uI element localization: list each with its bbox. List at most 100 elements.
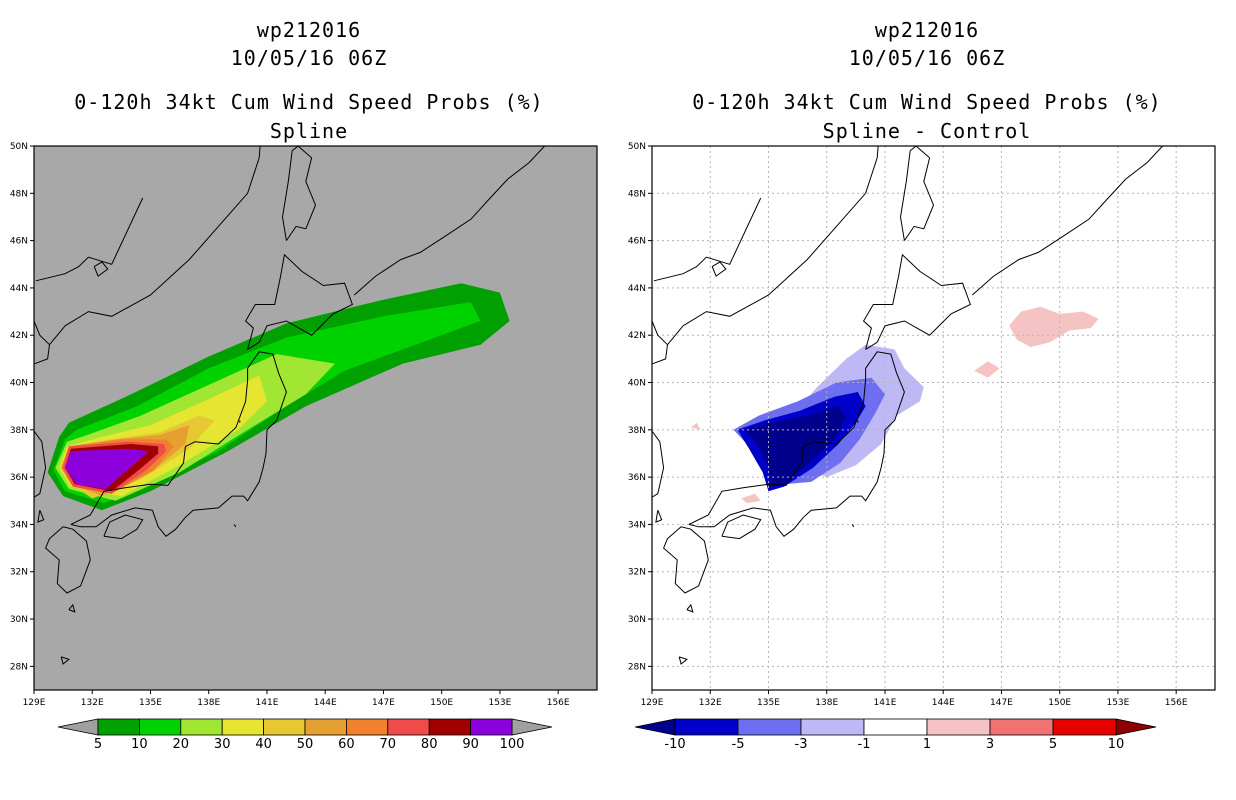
lon-tick-label: 132E: [81, 698, 104, 708]
coastline: [652, 325, 684, 498]
coastline: [34, 320, 50, 346]
coastline: [971, 146, 1163, 296]
map-background: [652, 146, 1215, 690]
lon-tick-label: 132E: [699, 698, 722, 708]
panel-subtitle: Spline: [269, 119, 349, 143]
lon-tick-label: 144E: [314, 698, 337, 708]
positive-diff-band: [974, 361, 1000, 378]
colorbar-swatch: [345, 718, 389, 736]
product-title: 0-120h 34kt Cum Wind Speed Probs (%): [692, 90, 1162, 114]
colorbar-swatch: [180, 718, 223, 736]
colorbar-swatch: [1052, 718, 1117, 736]
coastline: [688, 351, 905, 537]
coastline: [652, 320, 668, 346]
lat-tick-label: 30N: [10, 615, 28, 625]
colorbar-label: 3: [986, 737, 994, 752]
lat-tick-label: 36N: [628, 473, 646, 483]
lon-tick-label: 135E: [757, 698, 780, 708]
right-panel: wp212016 10/05/16 06Z 0-120h 34kt Cum Wi…: [618, 0, 1236, 800]
colorbar-swatch: [863, 718, 928, 736]
coastline: [862, 253, 972, 350]
prob-contour-band: [65, 448, 149, 489]
colorbar-label: -1: [858, 737, 871, 752]
coastline: [64, 146, 261, 327]
datetime: 10/05/16 06Z: [230, 46, 388, 70]
positive-diff-band: [741, 493, 761, 504]
colorbar-swatch: [470, 718, 513, 736]
lat-tick-label: 40N: [628, 379, 646, 389]
colorbar-label: 1: [923, 737, 931, 752]
coastline: [281, 146, 317, 241]
lat-tick-label: 46N: [10, 237, 28, 247]
coastline: [686, 603, 694, 613]
lat-tick-label: 36N: [10, 473, 28, 483]
map-left: 129E 132E 135E 138E 141E 144E 147E 150E 153E 156E…: [10, 142, 598, 752]
colorbar-swatch: [387, 718, 430, 736]
coastline: [45, 526, 91, 594]
lat-tick-label: 44N: [10, 284, 28, 294]
colorbar-swatch: [263, 718, 306, 736]
colorbar-label: 80: [421, 737, 438, 752]
coastline: [655, 510, 663, 523]
coastline: [93, 261, 109, 277]
lon-tick-label: 138E: [815, 698, 838, 708]
coastline: [353, 146, 545, 296]
colorbar-swatch: [800, 718, 865, 736]
storm-id: wp212016: [874, 18, 980, 42]
lon-tick-label: 156E: [547, 698, 570, 708]
colorbar-label: 5: [1049, 737, 1057, 752]
colorbar-swatch: [304, 718, 347, 736]
map-right: 129E 132E 135E 138E 141E 144E 147E 150E 153E 156E…: [628, 142, 1216, 752]
lat-tick-label: 42N: [628, 331, 646, 341]
coastline: [678, 656, 688, 665]
coastline: [653, 197, 762, 282]
coastline: [851, 524, 855, 528]
lat-tick-label: 48N: [10, 189, 28, 199]
lon-tick-label: 147E: [990, 698, 1013, 708]
lon-tick-label: 138E: [197, 698, 220, 708]
lon-tick-label: 135E: [139, 698, 162, 708]
colorbar-swatch: [97, 718, 140, 736]
coastline: [70, 351, 287, 537]
map-layer: [34, 146, 545, 665]
lon-tick-label: 144E: [932, 698, 955, 708]
negative-diff-band: [745, 406, 847, 487]
positive-diff-band: [1009, 306, 1099, 347]
colorbar-label: -5: [732, 737, 745, 752]
coastline: [233, 524, 237, 528]
lat-tick-label: 50N: [628, 142, 646, 152]
lat-tick-label: 38N: [628, 426, 646, 436]
coastline: [721, 514, 762, 540]
lon-tick-label: 153E: [488, 698, 511, 708]
coastline: [244, 253, 354, 350]
colorbar-swatch: [138, 718, 182, 736]
colorbar-swatch: [989, 718, 1054, 736]
colorbar-label: 90: [462, 737, 479, 752]
colorbar-label: 10: [131, 737, 148, 752]
lon-tick-label: 150E: [1048, 698, 1071, 708]
lon-tick-label: 156E: [1165, 698, 1188, 708]
storm-id: wp212016: [256, 18, 362, 42]
colorbar-swatch: [926, 718, 991, 736]
coastline: [34, 325, 66, 498]
lat-tick-label: 32N: [628, 568, 646, 578]
positive-diff-band: [690, 422, 701, 430]
coastline: [60, 656, 70, 665]
colorbar-label: 10: [1108, 737, 1125, 752]
map-layer: [652, 146, 1215, 690]
lon-tick-label: 129E: [641, 698, 664, 708]
colorbar-label: 50: [297, 737, 314, 752]
map-frame: [651, 145, 1216, 691]
coastline: [37, 510, 45, 523]
lat-tick-label: 34N: [628, 520, 646, 530]
lon-tick-label: 141E: [256, 698, 279, 708]
lon-tick-label: 141E: [874, 698, 897, 708]
colorbar-swatch: [221, 718, 264, 736]
colorbar-swatch: [737, 718, 802, 736]
colorbar-label: 20: [173, 737, 190, 752]
lat-tick-label: 44N: [628, 284, 646, 294]
coastline: [103, 514, 144, 540]
product-title: 0-120h 34kt Cum Wind Speed Probs (%): [74, 90, 544, 114]
coastline: [899, 146, 935, 241]
colorbar-label: -3: [795, 737, 808, 752]
